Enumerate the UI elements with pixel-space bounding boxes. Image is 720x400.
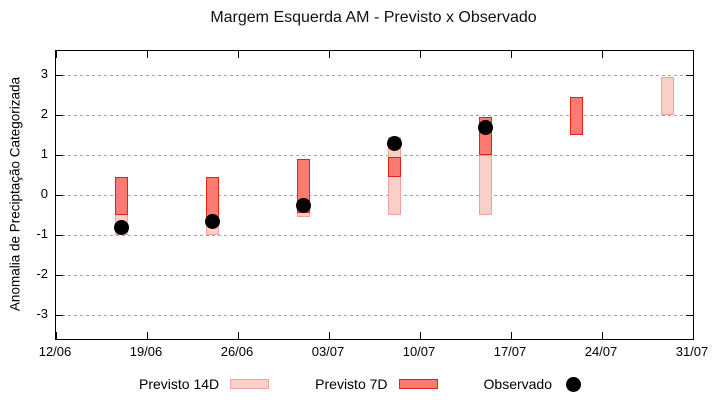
x-tick-bottom: [146, 332, 148, 339]
x-tick-bottom: [328, 332, 330, 339]
x-tick-label: 12/06: [38, 344, 72, 359]
x-tick-bottom: [237, 332, 239, 339]
observado-dot: [477, 119, 493, 135]
y-tick-right: [686, 194, 693, 196]
y-tick-label: 1: [40, 146, 48, 161]
x-tick-label: 31/07: [675, 344, 709, 359]
x-tick-top: [146, 51, 148, 58]
legend-item-previsto-7d: Previsto 7D: [315, 376, 438, 392]
bar-previsto-7d: [569, 97, 583, 135]
y-tick-left: [56, 194, 63, 196]
x-tick-top: [55, 51, 57, 58]
legend-item-previsto-14d: Previsto 14D: [139, 376, 270, 392]
y-tick-left: [56, 234, 63, 236]
x-tick-bottom: [55, 332, 57, 339]
x-tick-top: [237, 51, 239, 58]
legend-item-observado: Observado: [484, 376, 581, 392]
y-tick-right: [686, 74, 693, 76]
y-tick-right: [686, 314, 693, 316]
previsto-14d-swatch-icon: [230, 379, 270, 389]
x-tick-label: 19/06: [129, 344, 163, 359]
y-tick-left: [56, 154, 63, 156]
y-tick-right: [686, 274, 693, 276]
y-tick-label: -2: [36, 266, 48, 281]
x-tick-top: [419, 51, 421, 58]
grid-line: [56, 194, 693, 196]
x-tick-bottom: [692, 332, 694, 339]
chart-title: Margem Esquerda AM - Previsto x Observad…: [210, 9, 537, 26]
legend-label-observado: Observado: [483, 376, 552, 392]
y-tick-left: [56, 314, 63, 316]
x-tick-bottom: [419, 332, 421, 339]
grid-line: [56, 274, 693, 276]
grid-line: [56, 154, 693, 156]
bar-previsto-14d: [478, 155, 492, 215]
legend-label-previsto-7d: Previsto 7D: [315, 376, 388, 392]
observado-dot-icon: [566, 376, 581, 392]
bar-previsto-14d: [660, 77, 674, 115]
y-tick-left: [56, 74, 63, 76]
x-tick-bottom: [510, 332, 512, 339]
grid-line: [56, 314, 693, 316]
legend: Previsto 14D Previsto 7D Observado: [0, 374, 720, 394]
y-tick-right: [686, 154, 693, 156]
x-tick-label: 24/07: [584, 344, 618, 359]
x-tick-top: [601, 51, 603, 58]
y-tick-label: 2: [40, 106, 48, 121]
y-tick-right: [686, 114, 693, 116]
x-tick-top: [510, 51, 512, 58]
grid-line: [56, 114, 693, 116]
bar-previsto-7d: [387, 157, 401, 177]
y-tick-right: [686, 234, 693, 236]
x-tick-label: 26/06: [220, 344, 254, 359]
grid-line: [56, 74, 693, 76]
x-tick-label: 03/07: [311, 344, 345, 359]
observado-dot: [113, 219, 129, 235]
y-tick-label: 3: [40, 66, 48, 81]
y-tick-left: [56, 114, 63, 116]
x-tick-bottom: [601, 332, 603, 339]
x-tick-top: [692, 51, 694, 58]
bar-previsto-7d: [205, 177, 219, 219]
observado-dot: [386, 135, 402, 151]
y-tick-label: 0: [40, 186, 48, 201]
grid-line: [56, 234, 693, 236]
legend-label-previsto-14d: Previsto 14D: [139, 376, 220, 392]
previsto-7d-swatch-icon: [398, 379, 438, 389]
observado-dot: [204, 213, 220, 229]
x-tick-label: 10/07: [402, 344, 436, 359]
bar-previsto-7d: [114, 177, 128, 215]
y-tick-label: -1: [36, 226, 48, 241]
plot-area: [55, 50, 694, 340]
x-tick-label: 17/07: [493, 344, 527, 359]
observado-dot: [295, 197, 311, 213]
x-tick-top: [328, 51, 330, 58]
y-tick-label: -3: [36, 306, 48, 321]
y-tick-left: [56, 274, 63, 276]
